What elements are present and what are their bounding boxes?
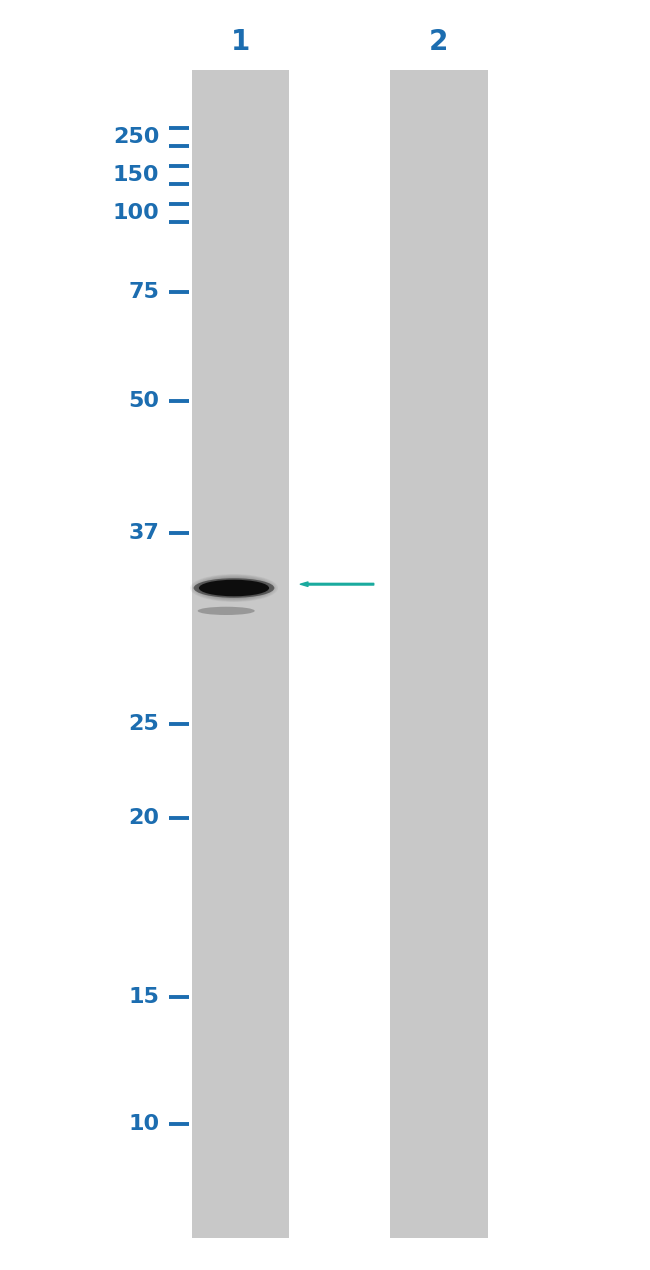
Text: 2: 2 [429, 28, 448, 56]
Text: 150: 150 [112, 165, 159, 185]
Text: 1: 1 [231, 28, 250, 56]
Ellipse shape [195, 577, 273, 599]
Text: 50: 50 [128, 391, 159, 411]
Ellipse shape [198, 578, 270, 598]
Text: 25: 25 [129, 714, 159, 734]
Text: 20: 20 [128, 808, 159, 828]
Text: 37: 37 [129, 523, 159, 544]
Text: 75: 75 [129, 282, 159, 302]
Ellipse shape [199, 579, 269, 597]
Text: 100: 100 [112, 203, 159, 224]
Bar [192, 70, 289, 1238]
Ellipse shape [198, 607, 255, 615]
Ellipse shape [194, 575, 274, 601]
Ellipse shape [197, 577, 271, 599]
Text: 250: 250 [113, 127, 159, 147]
Ellipse shape [190, 574, 278, 602]
Ellipse shape [200, 578, 268, 598]
Text: 10: 10 [128, 1114, 159, 1134]
Text: 15: 15 [129, 987, 159, 1007]
Ellipse shape [202, 579, 266, 597]
Ellipse shape [194, 578, 274, 598]
Ellipse shape [192, 575, 276, 601]
Bar [390, 70, 488, 1238]
